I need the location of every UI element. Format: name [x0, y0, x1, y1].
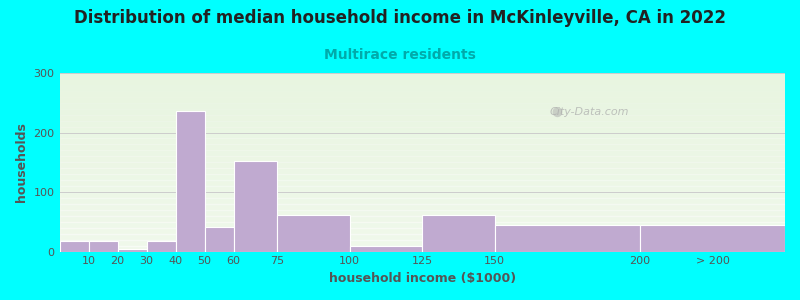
Bar: [59, 91, 785, 97]
Bar: [59, 228, 785, 234]
Bar: [176, 110, 205, 252]
Bar: [59, 240, 785, 246]
Bar: [640, 225, 785, 252]
Bar: [59, 168, 785, 174]
Bar: [277, 215, 350, 252]
Bar: [234, 161, 277, 252]
Bar: [205, 226, 234, 252]
Bar: [350, 246, 422, 252]
Bar: [59, 198, 785, 204]
Bar: [59, 133, 785, 139]
Bar: [422, 215, 495, 252]
Bar: [59, 210, 785, 216]
Bar: [59, 127, 785, 133]
Bar: [59, 115, 785, 121]
Bar: [59, 246, 785, 252]
Text: City-Data.com: City-Data.com: [550, 107, 629, 117]
Bar: [59, 144, 785, 150]
Bar: [59, 174, 785, 180]
Bar: [59, 121, 785, 127]
Bar: [59, 97, 785, 103]
Text: Distribution of median household income in McKinleyville, CA in 2022: Distribution of median household income …: [74, 9, 726, 27]
Text: Multirace residents: Multirace residents: [324, 48, 476, 62]
Bar: [59, 234, 785, 240]
Y-axis label: households: households: [15, 122, 28, 202]
Bar: [59, 103, 785, 109]
Text: ⬤: ⬤: [551, 107, 562, 117]
Bar: [89, 242, 118, 252]
Bar: [59, 162, 785, 168]
Bar: [59, 204, 785, 210]
Bar: [59, 85, 785, 91]
Bar: [59, 242, 89, 252]
X-axis label: household income ($1000): household income ($1000): [329, 272, 516, 285]
Bar: [146, 242, 176, 252]
Bar: [59, 186, 785, 192]
Bar: [59, 222, 785, 228]
Bar: [59, 139, 785, 144]
Bar: [59, 180, 785, 186]
Bar: [495, 225, 640, 252]
Bar: [59, 156, 785, 162]
Bar: [59, 73, 785, 79]
Bar: [59, 109, 785, 115]
Bar: [59, 216, 785, 222]
Bar: [118, 249, 146, 252]
Bar: [59, 192, 785, 198]
Bar: [59, 150, 785, 156]
Bar: [59, 79, 785, 85]
